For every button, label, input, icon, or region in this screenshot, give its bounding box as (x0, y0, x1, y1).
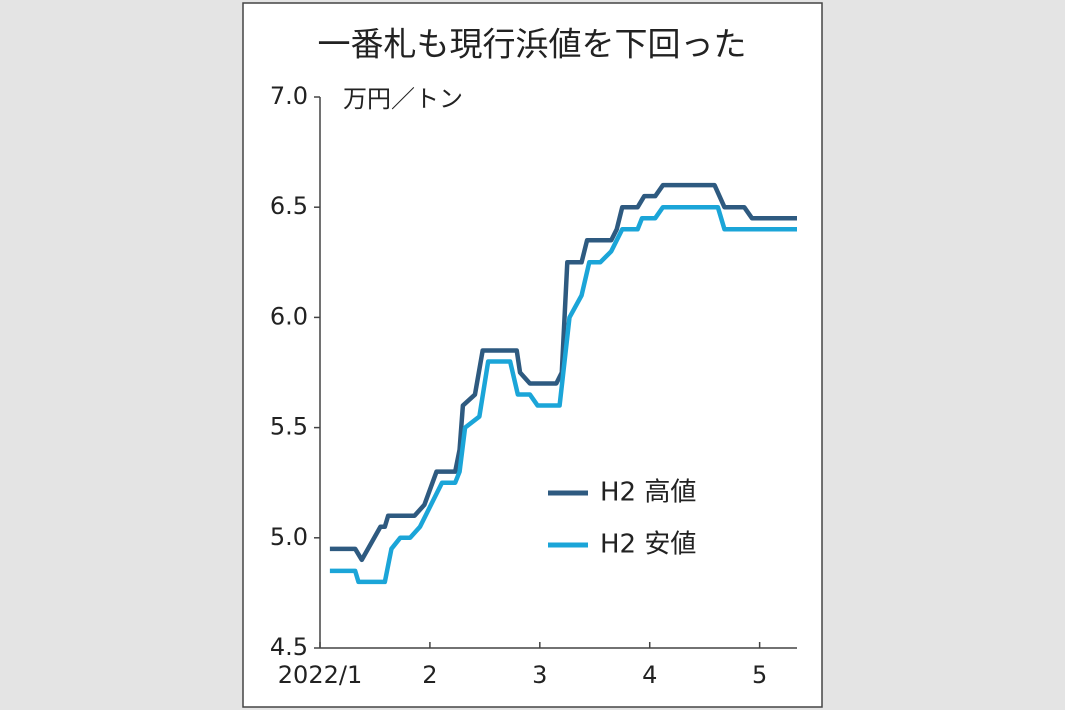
x-tick-label: 5 (752, 661, 767, 689)
y-axis-unit: 万円／トン (343, 85, 463, 113)
y-tick-label: 5.0 (270, 523, 308, 551)
x-tick-label: 4 (642, 661, 657, 689)
series-line (329, 182, 797, 563)
legend-label: H2 高値 (600, 478, 696, 508)
y-tick-label: 6.5 (270, 192, 308, 220)
chart-title: 一番札も現行浜値を下回った (318, 25, 747, 64)
y-tick-label: 4.5 (270, 633, 308, 661)
x-tick-label: 3 (532, 661, 547, 689)
y-tick-label: 6.0 (270, 302, 308, 330)
legend-label: H2 安値 (600, 530, 696, 560)
panel (242, 2, 823, 708)
y-tick-label: 5.5 (270, 413, 308, 441)
x-tick-label: 2 (422, 661, 437, 689)
x-tick-label: 2022/1 (278, 661, 362, 689)
y-tick-label: 7.0 (270, 82, 308, 110)
series-line (329, 204, 797, 585)
